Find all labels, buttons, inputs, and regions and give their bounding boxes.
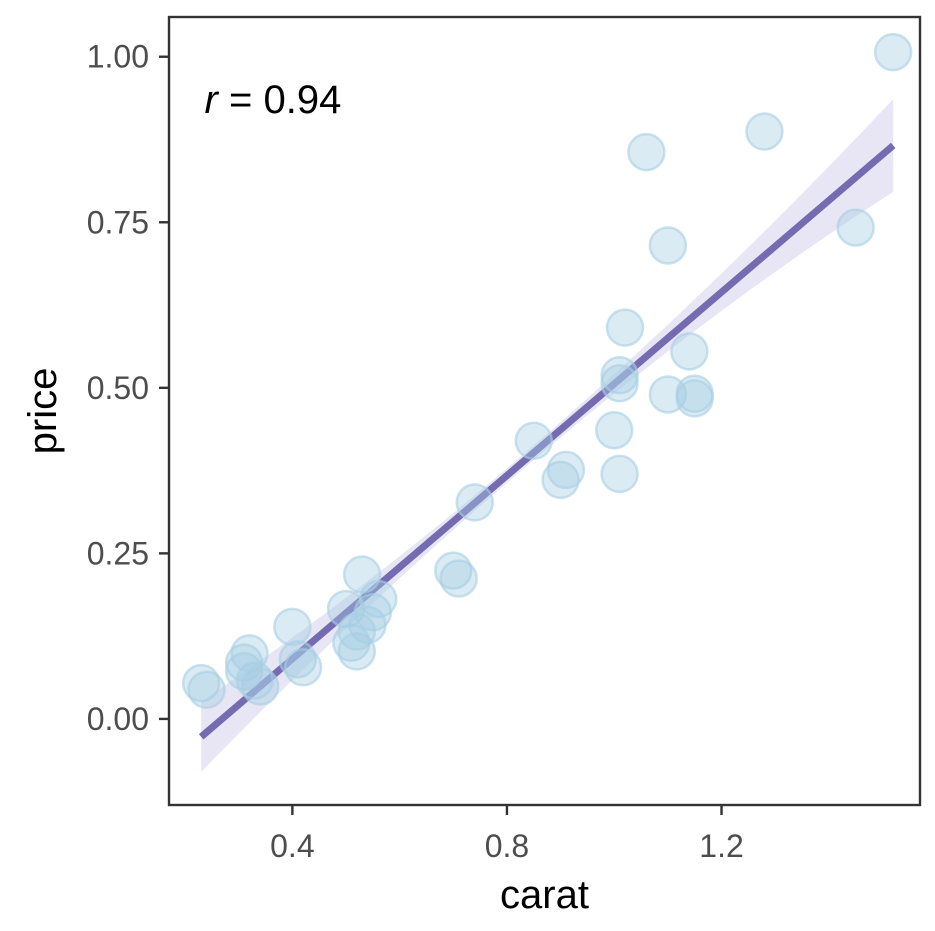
x-tick-label: 0.4 bbox=[270, 828, 314, 864]
data-point bbox=[273, 607, 312, 647]
y-axis: 0.00 0.25 0.50 0.75 1.00 bbox=[87, 39, 169, 737]
data-point bbox=[541, 460, 580, 500]
y-axis-title: price bbox=[21, 368, 65, 455]
data-point bbox=[337, 612, 376, 651]
x-axis: 0.4 0.8 1.2 bbox=[270, 805, 744, 864]
data-point bbox=[600, 363, 639, 403]
data-point bbox=[873, 32, 913, 72]
confidence-band-layer bbox=[201, 99, 894, 772]
confidence-band bbox=[201, 99, 894, 772]
data-point bbox=[235, 661, 275, 700]
correlation-symbol: r bbox=[205, 78, 220, 122]
y-tick-label: 0.25 bbox=[87, 535, 149, 571]
fit-line-layer bbox=[198, 142, 896, 740]
data-point bbox=[283, 648, 323, 687]
y-tick-label: 0.50 bbox=[87, 370, 149, 406]
x-tick-label: 1.2 bbox=[699, 828, 743, 864]
data-point bbox=[745, 112, 784, 151]
data-point bbox=[627, 132, 666, 172]
y-tick-label: 0.00 bbox=[87, 701, 149, 737]
data-point bbox=[670, 332, 709, 371]
fit-line bbox=[198, 142, 896, 740]
data-point bbox=[836, 208, 875, 247]
x-axis-title: carat bbox=[500, 873, 589, 917]
y-tick-label: 1.00 bbox=[87, 39, 149, 75]
data-point bbox=[675, 379, 714, 418]
data-point bbox=[546, 450, 586, 490]
data-point bbox=[648, 226, 688, 265]
correlation-value: = 0.94 bbox=[218, 78, 341, 122]
panel-border bbox=[167, 15, 922, 807]
data-point bbox=[240, 667, 280, 706]
data-point bbox=[600, 454, 639, 494]
y-tick-label: 0.75 bbox=[87, 204, 149, 240]
x-tick-label: 0.8 bbox=[485, 828, 529, 864]
data-point bbox=[594, 410, 634, 450]
data-point bbox=[514, 421, 554, 461]
correlation-annotation: r = 0.94 bbox=[205, 78, 342, 122]
data-point bbox=[439, 559, 478, 598]
data-point bbox=[358, 579, 398, 619]
data-point bbox=[605, 308, 645, 347]
point-layer bbox=[181, 32, 913, 710]
data-point bbox=[455, 483, 495, 522]
data-point bbox=[187, 670, 226, 710]
data-point bbox=[181, 663, 221, 703]
